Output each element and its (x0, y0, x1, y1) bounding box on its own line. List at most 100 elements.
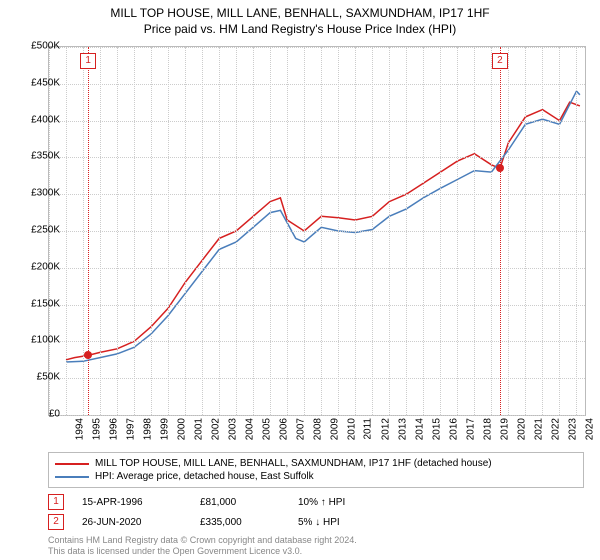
x-axis-label: 2007 (295, 418, 306, 440)
gridline-v (253, 47, 254, 415)
chart-title-line2: Price paid vs. HM Land Registry's House … (0, 20, 600, 36)
gridline-h (49, 84, 585, 85)
event-date: 26-JUN-2020 (82, 517, 182, 528)
y-axis-label: £500K (16, 41, 60, 52)
gridline-v (576, 47, 577, 415)
x-axis-label: 2004 (244, 418, 255, 440)
gridline-h (49, 268, 585, 269)
x-axis-label: 2011 (363, 418, 374, 440)
event-diff: 5% ↓ HPI (298, 517, 378, 528)
gridline-v (83, 47, 84, 415)
gridline-v (457, 47, 458, 415)
gridline-v (542, 47, 543, 415)
plot-area: 12 (48, 46, 586, 416)
x-axis-label: 2008 (312, 418, 323, 440)
x-axis-label: 2013 (398, 418, 409, 440)
y-axis-label: £200K (16, 261, 60, 272)
y-axis-label: £450K (16, 77, 60, 88)
y-axis-label: £150K (16, 298, 60, 309)
event-marker-box: 2 (492, 53, 508, 69)
gridline-v (559, 47, 560, 415)
x-axis-label: 1999 (159, 418, 170, 440)
y-axis-label: £50K (16, 372, 60, 383)
x-axis-label: 2010 (347, 418, 358, 440)
x-axis-label: 2009 (329, 418, 340, 440)
footer-text: Contains HM Land Registry data © Crown c… (48, 535, 357, 557)
gridline-v (151, 47, 152, 415)
x-axis-label: 2012 (381, 418, 392, 440)
gridline-h (49, 231, 585, 232)
x-axis-label: 2019 (500, 418, 511, 440)
gridline-h (49, 378, 585, 379)
x-axis-label: 2006 (278, 418, 289, 440)
x-axis-label: 2003 (227, 418, 238, 440)
footer-line2: This data is licensed under the Open Gov… (48, 546, 357, 557)
event-number-box: 1 (48, 494, 64, 510)
event-row: 1 15-APR-1996 £81,000 10% ↑ HPI (48, 492, 584, 512)
x-axis-label: 2000 (176, 418, 187, 440)
event-diff: 10% ↑ HPI (298, 497, 378, 508)
event-price: £81,000 (200, 497, 280, 508)
event-marker-line (500, 47, 501, 415)
gridline-v (100, 47, 101, 415)
gridline-v (372, 47, 373, 415)
gridline-v (508, 47, 509, 415)
y-axis-label: £100K (16, 335, 60, 346)
x-axis-label: 2014 (415, 418, 426, 440)
x-axis-label: 2001 (193, 418, 204, 440)
x-axis-label: 2017 (466, 418, 477, 440)
x-axis-label: 2021 (534, 418, 545, 440)
x-axis-label: 2024 (585, 418, 596, 440)
gridline-v (321, 47, 322, 415)
legend-row: HPI: Average price, detached house, East… (55, 470, 577, 483)
gridline-h (49, 157, 585, 158)
gridline-v (117, 47, 118, 415)
legend-swatch (55, 463, 89, 465)
y-axis-label: £250K (16, 225, 60, 236)
x-axis-label: 1995 (91, 418, 102, 440)
event-date: 15-APR-1996 (82, 497, 182, 508)
x-axis-label: 2022 (551, 418, 562, 440)
gridline-h (49, 47, 585, 48)
x-axis-label: 2020 (517, 418, 528, 440)
x-axis-label: 2005 (261, 418, 272, 440)
event-marker-dot (496, 164, 504, 172)
chart-container: MILL TOP HOUSE, MILL LANE, BENHALL, SAXM… (0, 0, 600, 560)
event-marker-box: 1 (80, 53, 96, 69)
gridline-v (287, 47, 288, 415)
gridline-v (202, 47, 203, 415)
gridline-v (355, 47, 356, 415)
event-price: £335,000 (200, 517, 280, 528)
series-hpi (66, 91, 580, 362)
gridline-h (49, 415, 585, 416)
gridline-v (236, 47, 237, 415)
event-marker-dot (84, 351, 92, 359)
x-axis-label: 2015 (432, 418, 443, 440)
y-axis-label: £400K (16, 114, 60, 125)
gridline-v (134, 47, 135, 415)
event-row: 226-JUN-2020£335,0005% ↓ HPI (48, 512, 584, 532)
x-axis-label: 1994 (74, 418, 85, 440)
y-axis-label: £0 (16, 409, 60, 420)
y-axis-label: £350K (16, 151, 60, 162)
y-axis-label: £300K (16, 188, 60, 199)
gridline-v (270, 47, 271, 415)
gridline-h (49, 194, 585, 195)
gridline-v (525, 47, 526, 415)
gridline-v (440, 47, 441, 415)
footer-line1: Contains HM Land Registry data © Crown c… (48, 535, 357, 546)
x-axis-label: 2018 (483, 418, 494, 440)
gridline-v (338, 47, 339, 415)
x-axis-label: 2002 (210, 418, 221, 440)
gridline-v (168, 47, 169, 415)
gridline-v (423, 47, 424, 415)
gridline-h (49, 305, 585, 306)
x-axis-label: 1998 (142, 418, 153, 440)
gridline-v (304, 47, 305, 415)
events-table: 115-APR-1996£81,00010% ↑ HPI226-JUN-2020… (48, 492, 584, 532)
gridline-v (406, 47, 407, 415)
event-marker-line (88, 47, 89, 415)
x-axis-label: 1997 (125, 418, 136, 440)
x-axis-label: 2016 (449, 418, 460, 440)
legend-label: HPI: Average price, detached house, East… (95, 471, 314, 482)
